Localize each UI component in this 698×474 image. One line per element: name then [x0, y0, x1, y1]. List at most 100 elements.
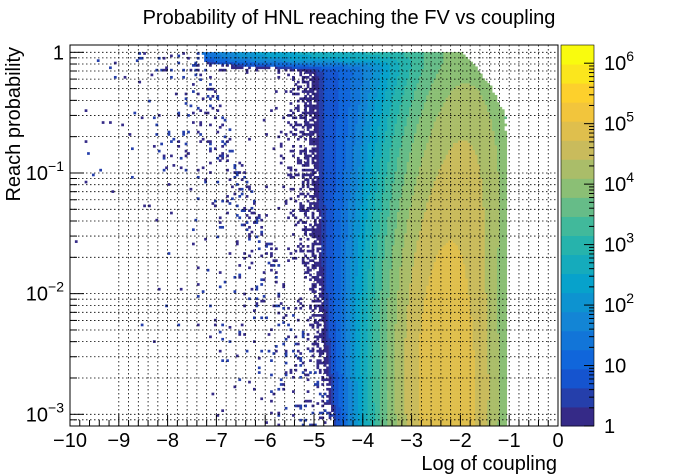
heatmap-cell: [357, 85, 361, 89]
heatmap-cell: [333, 421, 337, 424]
heatmap-cell: [357, 285, 361, 289]
heatmap-cell: [370, 164, 373, 167]
heatmap-cell: [353, 54, 356, 58]
heatmap-cell: [345, 275, 349, 279]
heatmap-cell: [357, 314, 361, 317]
heatmap-cell: [316, 228, 320, 232]
heatmap-cell: [370, 333, 373, 336]
heatmap-cell: [311, 230, 315, 234]
heatmap-cell: [355, 349, 359, 353]
heatmap-cell: [333, 64, 337, 67]
heatmap-cell: [362, 368, 366, 372]
heatmap-cell: [255, 64, 259, 67]
heatmap-cell: [211, 52, 215, 55]
heatmap-cell: [343, 171, 347, 174]
heatmap-cell: [357, 225, 361, 229]
heatmap-cell: [350, 109, 354, 112]
heatmap-cell: [372, 92, 376, 96]
heatmap-cell: [274, 64, 278, 67]
heatmap-cell: [375, 130, 378, 134]
heatmap-cell: [243, 61, 246, 65]
heatmap-cell: [345, 390, 349, 393]
heatmap-cell: [228, 54, 232, 58]
heatmap-cell: [350, 195, 354, 198]
heatmap-cell: [353, 368, 356, 372]
heatmap-cell: [372, 333, 376, 336]
heatmap-cell: [370, 95, 373, 98]
heatmap-cell: [301, 54, 305, 58]
heatmap-cell: [370, 166, 373, 170]
heatmap-cell: [370, 366, 373, 370]
heatmap-cell: [260, 225, 264, 229]
heatmap-cell: [328, 395, 332, 398]
heatmap-cell: [162, 68, 166, 72]
heatmap-cell: [348, 133, 351, 136]
heatmap-cell: [350, 104, 354, 108]
heatmap-cell: [375, 252, 378, 255]
heatmap-cell: [257, 240, 261, 243]
heatmap-cell: [270, 373, 273, 377]
heatmap-cell: [316, 345, 320, 348]
heatmap-cell: [323, 173, 327, 177]
heatmap-cell: [248, 137, 251, 141]
heatmap-cell: [331, 261, 334, 265]
heatmap-cell: [343, 364, 347, 367]
heatmap-cell: [333, 335, 337, 339]
heatmap-cell: [370, 283, 373, 286]
heatmap-cell: [375, 385, 378, 389]
heatmap-cell: [287, 114, 290, 117]
heatmap-cell: [375, 171, 378, 174]
heatmap-cell: [299, 404, 303, 408]
heatmap-cell: [370, 264, 373, 267]
heatmap-cell: [321, 223, 325, 227]
heatmap-cell: [318, 292, 322, 296]
heatmap-cell: [321, 102, 325, 105]
heatmap-cell: [257, 66, 261, 70]
heatmap-cell: [350, 145, 354, 148]
heatmap-cell: [348, 311, 351, 315]
heatmap-cell: [333, 414, 337, 417]
heatmap-cell: [355, 364, 359, 367]
heatmap-cell: [243, 292, 246, 296]
heatmap-cell: [316, 114, 320, 117]
heatmap-cell: [323, 197, 327, 201]
heatmap-cell: [318, 64, 322, 67]
heatmap-cell: [360, 402, 364, 405]
heatmap-cell: [326, 56, 329, 60]
heatmap-cell: [362, 399, 366, 403]
heatmap-cell: [311, 106, 315, 110]
heatmap-cell: [340, 235, 344, 239]
heatmap-cell: [316, 202, 320, 205]
heatmap-cell: [353, 168, 356, 172]
heatmap-cell: [350, 292, 354, 296]
heatmap-cell: [367, 102, 371, 105]
heatmap-cell: [260, 66, 264, 70]
heatmap-cell: [367, 190, 371, 193]
heatmap-cell: [338, 73, 342, 77]
heatmap-cell: [335, 314, 339, 317]
heatmap-cell: [316, 118, 320, 122]
heatmap-cell: [362, 145, 366, 148]
heatmap-cell: [360, 159, 364, 162]
heatmap-cell: [353, 102, 356, 105]
heatmap-cell: [284, 361, 288, 365]
heatmap-cell: [372, 228, 376, 232]
heatmap-cell: [304, 228, 307, 232]
heatmap-cell: [326, 156, 329, 160]
heatmap-cell: [372, 409, 376, 413]
heatmap-cell: [362, 249, 366, 253]
heatmap-cell: [355, 402, 359, 405]
heatmap-cell: [304, 118, 307, 122]
heatmap-cell: [265, 242, 268, 246]
heatmap-cell: [362, 73, 366, 77]
heatmap-cell: [333, 311, 337, 315]
heatmap-cell: [321, 149, 325, 153]
heatmap-cell: [350, 52, 354, 55]
heatmap-cell: [372, 190, 376, 193]
heatmap-cell: [348, 261, 351, 265]
heatmap-cell: [296, 195, 300, 198]
heatmap-cell: [289, 123, 293, 127]
heatmap-cell: [309, 316, 312, 320]
heatmap-cell: [321, 287, 325, 291]
heatmap-cell: [335, 140, 339, 143]
